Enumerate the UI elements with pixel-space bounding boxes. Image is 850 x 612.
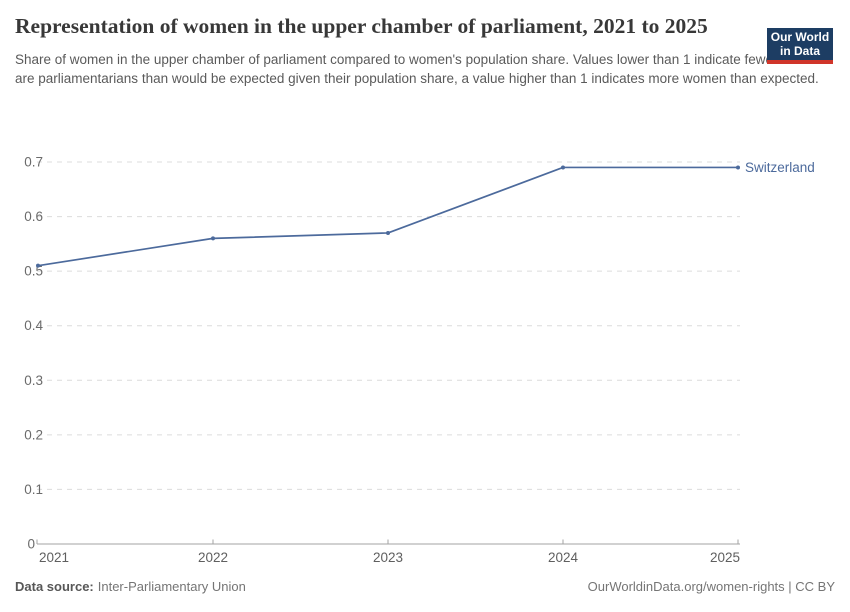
y-tick-label: 0.2: [24, 427, 43, 442]
owid-logo[interactable]: Our World in Data: [767, 28, 833, 64]
y-tick-label: 0: [27, 537, 35, 552]
x-tick-label: 2025: [710, 550, 740, 565]
data-point: [561, 165, 565, 170]
data-source: Data source: Inter-Parliamentary Union: [15, 579, 246, 594]
data-point: [386, 230, 390, 235]
data-source-label: Data source:: [15, 579, 94, 594]
y-tick-label: 0.7: [24, 155, 43, 170]
data-source-value: Inter-Parliamentary Union: [97, 579, 246, 594]
data-point: [211, 236, 215, 241]
credit-link[interactable]: OurWorldinData.org/women-rights | CC BY: [587, 579, 835, 594]
data-point: [736, 165, 740, 170]
x-tick-label: 2021: [39, 550, 69, 565]
x-tick-label: 2022: [198, 550, 228, 565]
chart-subtitle: Share of women in the upper chamber of p…: [15, 52, 825, 86]
y-tick-label: 0.1: [24, 482, 43, 497]
y-tick-label: 0.5: [24, 264, 43, 279]
y-tick-label: 0.6: [24, 209, 43, 224]
x-tick-label: 2024: [548, 550, 579, 565]
data-point: [36, 263, 40, 268]
x-tick-label: 2023: [373, 550, 403, 565]
chart-header: Representation of women in the upper cha…: [0, 12, 850, 88]
y-tick-label: 0.4: [24, 318, 43, 333]
chart-title: Representation of women in the upper cha…: [15, 14, 708, 38]
chart-footer: Data source: Inter-Parliamentary Union Ou…: [15, 579, 835, 594]
series-line: [37, 166, 739, 267]
owid-logo-line2: in Data: [779, 44, 820, 58]
line-chart: 0 0.1 0.2 0.3 0.4 0.5 0.6 0.7 2021 2022 2023 2024 20…: [24, 155, 815, 566]
owid-logo-line1: Our World: [770, 30, 830, 44]
series-end-label: Switzerland: [745, 160, 815, 175]
y-tick-label: 0.3: [24, 373, 43, 388]
